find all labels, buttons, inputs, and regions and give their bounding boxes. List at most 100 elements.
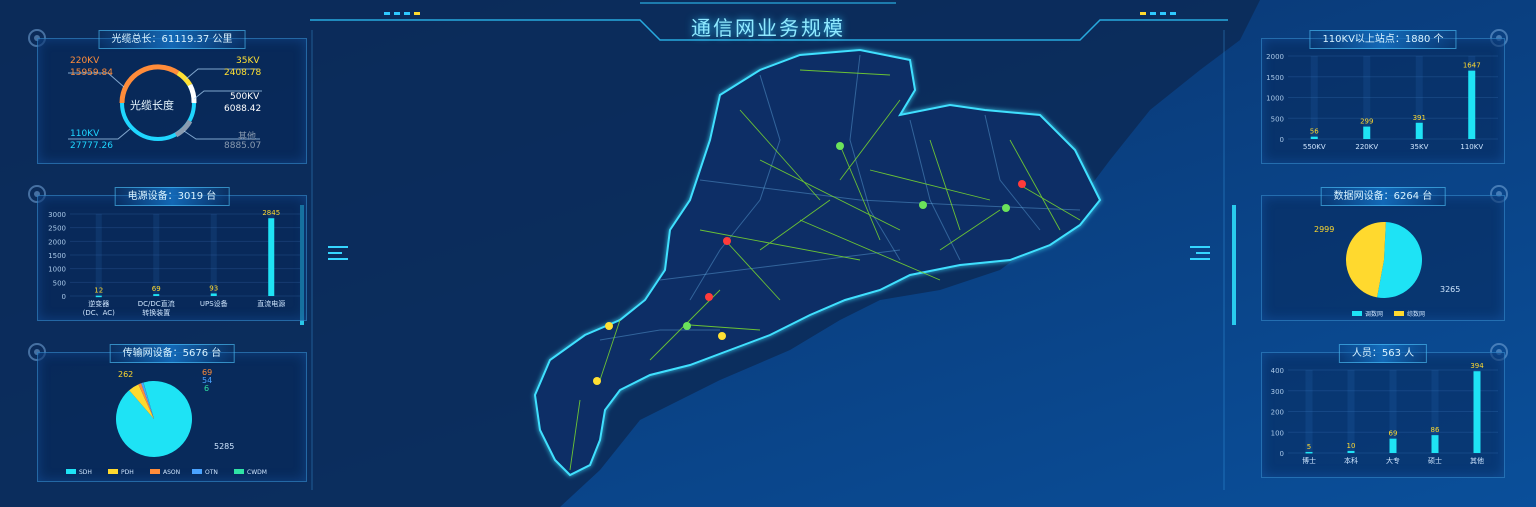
pie-value-label: 5285 — [214, 442, 234, 451]
category-label: (DC、AC) — [83, 309, 116, 317]
pie-value-label: 3265 — [1440, 285, 1460, 294]
category-label: 本科 — [1344, 456, 1358, 465]
bar-value-label: 56 — [1310, 128, 1319, 136]
staff-panel-title: 人员：563 人 — [1338, 344, 1428, 363]
pie-slice — [116, 381, 193, 457]
legend-label: OTN — [205, 469, 218, 476]
cable-500kv-value: 6088.42 — [224, 104, 262, 114]
y-tick-label: 0 — [1280, 136, 1284, 144]
cable-220kv-value: 15959.84 — [70, 68, 113, 78]
legend-label: 综数网 — [1407, 310, 1425, 318]
cable-length-panel: 光缆总长：61119.37 公里 光缆长度 220KV 15959.84 35K… — [37, 30, 307, 164]
bar-value-label: 299 — [1360, 118, 1373, 126]
category-label: 逆变器 — [88, 299, 109, 308]
bar — [95, 295, 102, 298]
staff-panel: 人员：563 人 0 100 200 300 400 5 博士 10 本科 69 大专 86 硕士 394… — [1261, 344, 1505, 478]
legend-swatch — [108, 469, 118, 474]
bar-track — [1415, 56, 1423, 139]
y-tick-label: 0 — [62, 293, 66, 301]
category-label: 博士 — [1302, 456, 1316, 465]
cable-220kv-name: 220KV — [70, 56, 100, 66]
bar-value-label: 86 — [1431, 426, 1440, 434]
y-tick-label: 1500 — [48, 252, 66, 260]
category-label: 转换装置 — [142, 308, 170, 317]
left-menu-icon[interactable] — [328, 246, 348, 260]
y-tick-label: 1000 — [48, 266, 66, 274]
bar — [1347, 450, 1355, 453]
legend-label: CWDM — [247, 469, 267, 476]
pie-slice — [141, 382, 154, 419]
bar-track — [1347, 370, 1355, 453]
bar-value-label: 93 — [209, 284, 218, 292]
transport-equipment-panel: 传输网设备：5676 台 5285 262 69 54 6 SDH PDH ASON OTN CW… — [37, 344, 307, 482]
y-tick-label: 100 — [1271, 429, 1284, 437]
cable-other-value: 8885.07 — [224, 141, 262, 151]
bar — [1389, 438, 1397, 453]
cable-35kv-name: 35KV — [236, 56, 260, 66]
category-label: 550KV — [1303, 143, 1326, 151]
category-label: 大专 — [1386, 456, 1400, 465]
datanet-pie-chart: 3265 2999 调数网 综数网 — [1314, 222, 1460, 318]
y-tick-label: 1500 — [1266, 74, 1284, 82]
staff-bar-chart: 0 100 200 300 400 5 博士 10 本科 69 大专 86 硕士 394 其他 — [1271, 362, 1498, 465]
y-tick-label: 500 — [53, 279, 66, 287]
pie-slice — [138, 383, 154, 419]
y-tick-label: 2000 — [48, 238, 66, 246]
bar — [153, 294, 160, 296]
pie-value-label: 6 — [204, 384, 209, 393]
bar-track — [1431, 370, 1439, 453]
bar — [1363, 126, 1371, 139]
category-label: 硕士 — [1428, 456, 1442, 465]
bar-value-label: 1647 — [1463, 62, 1481, 70]
datanet-panel-title: 数据网设备：6264 台 — [1320, 187, 1446, 206]
bar-track — [1363, 56, 1371, 139]
pie-slice — [1346, 222, 1386, 298]
pie-slice — [1377, 222, 1422, 298]
bar — [1473, 371, 1481, 453]
bar — [1431, 435, 1439, 453]
power-equipment-panel: 电源设备：3019 台 0 500 1000 1500 2000 2500 3000 12 逆变… — [37, 187, 307, 321]
bar-value-label: 391 — [1413, 114, 1426, 122]
cable-35kv-value: 2408.78 — [224, 68, 262, 78]
right-menu-icon[interactable] — [1190, 246, 1210, 260]
power-bar-chart: 0 500 1000 1500 2000 2500 3000 12 逆变器(DC、AC) 69 DC… — [48, 209, 300, 317]
legend-swatch — [66, 469, 76, 474]
cable-110kv-value: 27777.26 — [70, 141, 113, 151]
cable-ring-chart — [68, 64, 262, 141]
stations-panel-title: 110KV以上站点：1880 个 — [1309, 30, 1457, 49]
page-title: 通信网业务规模 — [691, 16, 845, 40]
cable-110kv-name: 110KV — [70, 129, 100, 139]
legend-label: PDH — [121, 469, 134, 476]
bar — [210, 293, 217, 296]
category-label: UPS设备 — [200, 299, 228, 308]
bar — [268, 218, 275, 296]
cable-other-name: 其他 — [238, 132, 257, 142]
stations-panel: 110KV以上站点：1880 个 0 500 1000 1500 2000 56 550KV… — [1261, 30, 1505, 164]
bar-track — [1305, 370, 1313, 453]
y-tick-label: 400 — [1271, 367, 1284, 375]
category-label: 110KV — [1460, 143, 1483, 151]
bar — [1310, 136, 1318, 139]
y-tick-label: 3000 — [48, 211, 66, 219]
y-tick-label: 2500 — [48, 225, 66, 233]
bar-value-label: 12 — [94, 287, 103, 295]
bar-track — [1310, 56, 1318, 139]
pie-slice — [143, 382, 154, 419]
bar-value-label: 69 — [1389, 430, 1398, 438]
legend-swatch — [234, 469, 244, 474]
category-label: 直流电源 — [257, 299, 285, 308]
legend-swatch — [1394, 311, 1404, 316]
y-tick-label: 1000 — [1266, 95, 1284, 103]
y-tick-label: 2000 — [1266, 53, 1284, 61]
transport-panel-title: 传输网设备：5676 台 — [109, 344, 235, 363]
pie-value-label: 54 — [202, 376, 212, 385]
station-markers — [593, 142, 1026, 385]
y-tick-label: 0 — [1280, 450, 1284, 458]
legend-label: SDH — [79, 469, 92, 476]
legend-swatch — [192, 469, 202, 474]
bar — [1415, 122, 1423, 139]
bar-value-label: 2845 — [262, 209, 280, 217]
cable-500kv-name: 500KV — [230, 92, 260, 102]
bar-track — [1389, 370, 1397, 453]
